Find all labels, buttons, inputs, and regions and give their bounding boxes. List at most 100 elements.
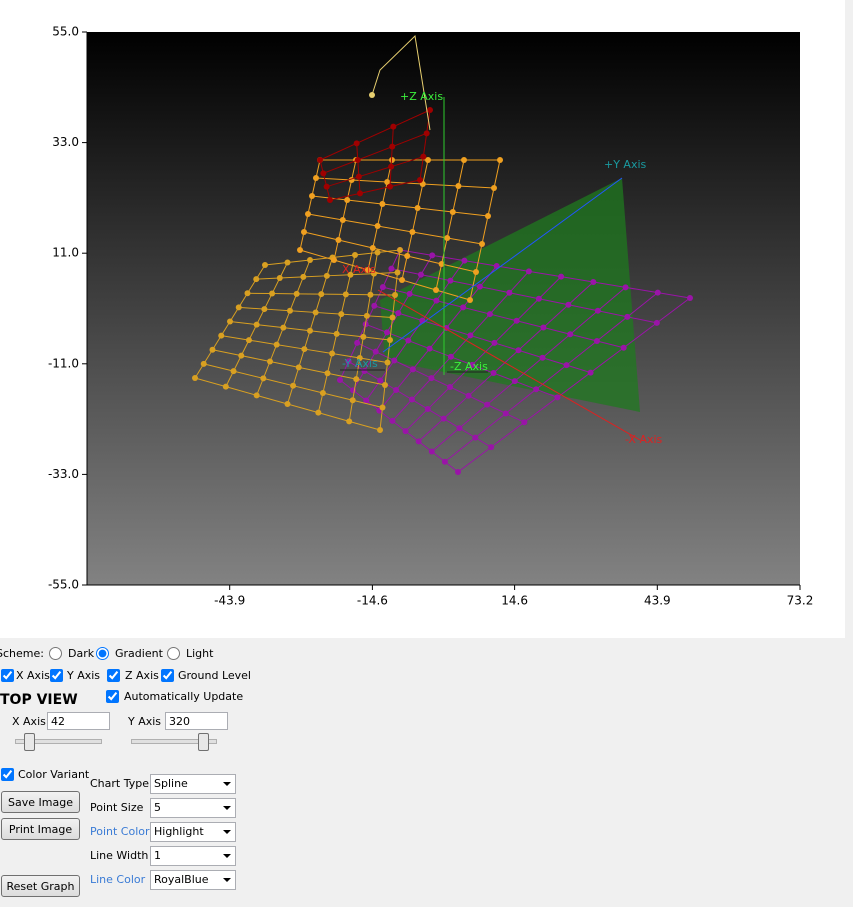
mesh-point: [465, 392, 472, 399]
mesh-point: [449, 209, 456, 215]
mesh-point: [273, 341, 280, 348]
mesh-point: [267, 358, 273, 365]
mesh-point: [511, 378, 518, 385]
mesh-point: [408, 396, 415, 403]
checkbox-label: X Axis: [16, 669, 50, 682]
mesh-point: [406, 290, 413, 297]
mesh-point: [485, 213, 491, 219]
axis-label-3d: X Axis: [342, 263, 376, 276]
checkbox-auto-update[interactable]: [106, 690, 119, 703]
x-slider-thumb[interactable]: [24, 733, 35, 751]
y-tick-label: 55.0: [52, 25, 79, 39]
mesh-point: [360, 333, 367, 340]
mesh-point: [420, 153, 427, 160]
x-axis-line: [377, 289, 641, 441]
mesh-point: [313, 175, 319, 181]
mesh-point: [369, 245, 376, 251]
mesh-point: [367, 291, 374, 298]
checkbox-color-variant[interactable]: [1, 768, 14, 781]
y-axis-input[interactable]: [165, 712, 228, 730]
setting-label: Point Color: [90, 825, 150, 838]
setting-label: Line Width: [90, 849, 149, 862]
mesh-point: [447, 383, 453, 390]
checkbox-z-axis[interactable]: [107, 669, 120, 682]
mesh-line: [348, 361, 492, 448]
line-width-select[interactable]: 1: [150, 846, 236, 866]
mesh-point: [425, 157, 431, 163]
x-axis-input[interactable]: [47, 712, 110, 730]
mesh-point: [301, 346, 308, 353]
point-size-select[interactable]: 5: [150, 798, 236, 818]
y-slider-thumb[interactable]: [198, 733, 209, 751]
mesh-point: [305, 211, 311, 217]
save-button[interactable]: Save Image: [1, 791, 80, 813]
mesh-point: [594, 307, 601, 314]
mesh-point: [428, 375, 435, 382]
mesh-point: [377, 377, 384, 384]
mesh-point: [379, 201, 386, 207]
mesh-point: [307, 257, 313, 263]
mesh-point: [389, 417, 396, 424]
mesh-point: [393, 387, 400, 393]
mesh-line: [389, 126, 394, 187]
print-button[interactable]: Print Image: [1, 818, 80, 840]
mesh-point: [461, 157, 467, 163]
radio-dark[interactable]: [49, 647, 62, 660]
mesh-point: [388, 265, 395, 272]
reset-button[interactable]: Reset Graph: [1, 875, 80, 897]
mesh-point: [540, 324, 547, 331]
setting-label: Line Color: [90, 873, 146, 886]
mesh-point: [284, 401, 291, 407]
3d-axes: [340, 97, 641, 441]
point-color-select[interactable]: Highlight: [150, 822, 236, 842]
mesh-point: [384, 359, 391, 366]
mesh-point: [327, 197, 333, 203]
y-tick-label: 11.0: [52, 246, 79, 260]
mesh-point: [535, 295, 542, 302]
mesh-line: [365, 260, 465, 401]
mesh-point: [309, 193, 315, 199]
checkbox-x-axis[interactable]: [1, 669, 14, 682]
chart-type-select[interactable]: Spline: [150, 774, 236, 794]
mesh-line: [399, 249, 691, 299]
mesh-point: [300, 273, 307, 280]
radio-gradient[interactable]: [96, 647, 109, 660]
mesh-point: [467, 297, 473, 303]
radio-light[interactable]: [167, 647, 180, 660]
mesh-point: [354, 157, 361, 163]
mesh-point: [389, 314, 396, 321]
mesh-line: [333, 159, 357, 261]
mesh-line: [352, 255, 433, 391]
mesh-line: [299, 159, 321, 251]
mesh-line: [311, 195, 489, 217]
mesh-point: [388, 163, 395, 170]
mesh-point: [230, 368, 237, 375]
mesh-line: [319, 109, 431, 161]
mesh-point: [593, 337, 600, 344]
mesh-point: [424, 406, 431, 413]
mesh-point: [554, 394, 561, 401]
mesh-point: [447, 277, 454, 284]
mesh-point: [345, 358, 352, 365]
mesh-point: [567, 331, 574, 338]
mesh-point: [433, 287, 439, 293]
mesh-point: [209, 346, 216, 353]
checkbox-label: Automatically Update: [124, 690, 244, 703]
checkbox-ground[interactable]: [161, 669, 174, 682]
mesh-line: [435, 159, 465, 291]
checkbox-y-axis[interactable]: [50, 669, 63, 682]
checkbox-label: Y Axis: [67, 669, 101, 682]
mesh-point: [297, 247, 303, 253]
y-slider-track[interactable]: [131, 739, 217, 744]
chart: -55.0 -33.0 -11.0 11.0 33.0 55.0 -43.9 -14.6 14.…: [0, 0, 845, 638]
mesh-point: [486, 311, 493, 318]
y-axis-line: [382, 177, 623, 353]
line-color-select[interactable]: RoyalBlue: [150, 870, 236, 890]
mesh-point: [409, 366, 416, 373]
x-slider-track[interactable]: [15, 739, 102, 744]
mesh-line: [457, 297, 691, 473]
mesh-point: [493, 263, 500, 269]
mesh-point: [335, 237, 342, 243]
axis-label-3d: -X Axis: [625, 433, 663, 446]
mesh-point: [440, 415, 447, 422]
